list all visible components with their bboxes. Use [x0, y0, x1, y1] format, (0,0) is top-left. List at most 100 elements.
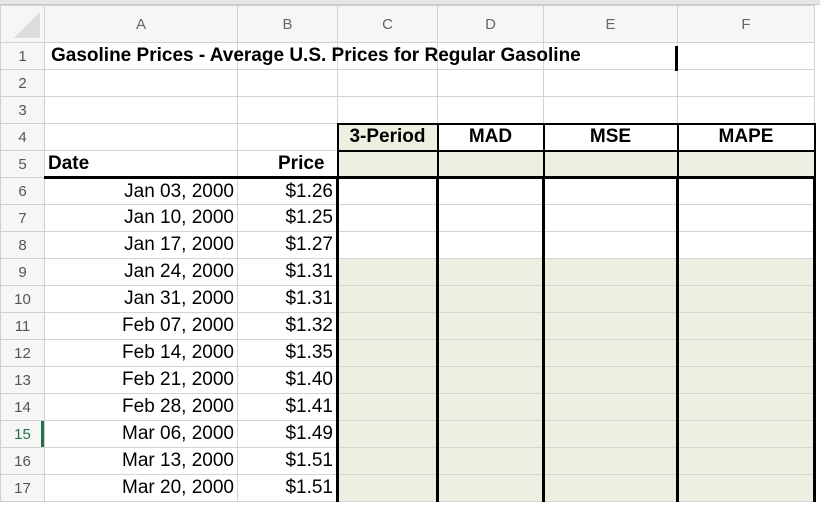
cell[interactable] — [677, 150, 816, 179]
cell[interactable] — [677, 69, 815, 97]
row-header[interactable]: 17 — [0, 474, 45, 502]
mape-cell[interactable] — [677, 285, 816, 313]
date-cell[interactable]: Feb 14, 2000 — [44, 339, 238, 367]
forecast-cell[interactable] — [337, 312, 439, 340]
price-cell[interactable]: $1.40 — [237, 366, 339, 394]
cell[interactable] — [237, 69, 338, 97]
date-cell[interactable]: Mar 13, 2000 — [44, 447, 238, 475]
mad-cell[interactable] — [437, 204, 545, 232]
mad-cell[interactable] — [437, 231, 545, 259]
mape-cell[interactable] — [677, 204, 816, 232]
header-mape[interactable]: MAPE — [677, 123, 816, 152]
mape-cell[interactable] — [677, 177, 816, 205]
mse-cell[interactable] — [543, 447, 679, 475]
header-mse[interactable]: MSE — [543, 123, 679, 152]
mse-cell[interactable] — [543, 312, 679, 340]
mse-cell[interactable] — [543, 258, 679, 286]
mad-cell[interactable] — [437, 285, 545, 313]
mape-cell[interactable] — [677, 312, 816, 340]
mape-cell[interactable] — [677, 231, 816, 259]
mad-cell[interactable] — [437, 447, 545, 475]
cell[interactable] — [237, 123, 339, 151]
row-header[interactable]: 15 — [0, 420, 45, 448]
forecast-cell[interactable] — [337, 393, 439, 421]
mse-cell[interactable] — [543, 420, 679, 448]
row-header[interactable]: 12 — [0, 339, 45, 367]
date-cell[interactable]: Feb 07, 2000 — [44, 312, 238, 340]
cell[interactable] — [543, 150, 679, 179]
date-cell[interactable]: Jan 31, 2000 — [44, 285, 238, 313]
price-cell[interactable]: $1.31 — [237, 285, 339, 313]
mape-cell[interactable] — [677, 366, 816, 394]
price-cell[interactable]: $1.31 — [237, 258, 339, 286]
mad-cell[interactable] — [437, 258, 545, 286]
header-date[interactable]: Date — [44, 150, 238, 179]
price-cell[interactable]: $1.32 — [237, 312, 339, 340]
mape-cell[interactable] — [677, 339, 816, 367]
column-header-e[interactable]: E — [543, 5, 678, 43]
cell[interactable] — [237, 96, 338, 124]
date-cell[interactable]: Jan 17, 2000 — [44, 231, 238, 259]
price-cell[interactable]: $1.27 — [237, 231, 339, 259]
mad-cell[interactable] — [437, 339, 545, 367]
mape-cell[interactable] — [677, 258, 816, 286]
price-cell[interactable]: $1.35 — [237, 339, 339, 367]
column-header-f[interactable]: F — [677, 5, 815, 43]
header-price[interactable]: Price — [237, 150, 339, 179]
date-cell[interactable]: Feb 28, 2000 — [44, 393, 238, 421]
forecast-cell[interactable] — [337, 258, 439, 286]
forecast-cell[interactable] — [337, 177, 439, 205]
row-header[interactable]: 2 — [0, 69, 45, 97]
mse-cell[interactable] — [543, 339, 679, 367]
mape-cell[interactable] — [677, 447, 816, 475]
price-cell[interactable]: $1.49 — [237, 420, 339, 448]
column-header-b[interactable]: B — [237, 5, 338, 43]
mse-cell[interactable] — [543, 366, 679, 394]
row-header[interactable]: 14 — [0, 393, 45, 421]
mse-cell[interactable] — [543, 285, 679, 313]
cell[interactable] — [437, 150, 545, 179]
row-header[interactable]: 3 — [0, 96, 45, 124]
row-header[interactable]: 1 — [0, 42, 45, 70]
cell[interactable] — [543, 42, 678, 70]
row-header[interactable]: 13 — [0, 366, 45, 394]
forecast-cell[interactable] — [337, 447, 439, 475]
forecast-cell[interactable] — [337, 231, 439, 259]
header-3-period[interactable]: 3-Period — [337, 123, 439, 152]
cell[interactable] — [437, 69, 544, 97]
date-cell[interactable]: Mar 20, 2000 — [44, 474, 238, 502]
select-all-button[interactable] — [0, 5, 45, 43]
cell[interactable] — [44, 69, 238, 97]
header-mad[interactable]: MAD — [437, 123, 545, 152]
forecast-cell[interactable] — [337, 366, 439, 394]
row-header[interactable]: 7 — [0, 204, 45, 232]
row-header[interactable]: 5 — [0, 150, 45, 178]
mse-cell[interactable] — [543, 231, 679, 259]
price-cell[interactable]: $1.51 — [237, 474, 339, 502]
mape-cell[interactable] — [677, 474, 816, 502]
mse-cell[interactable] — [543, 204, 679, 232]
mad-cell[interactable] — [437, 420, 545, 448]
mad-cell[interactable] — [437, 312, 545, 340]
row-header[interactable]: 10 — [0, 285, 45, 313]
column-header-c[interactable]: C — [337, 5, 438, 43]
cell[interactable] — [543, 96, 678, 125]
column-header-a[interactable]: A — [44, 5, 238, 43]
date-cell[interactable]: Jan 24, 2000 — [44, 258, 238, 286]
date-cell[interactable]: Mar 06, 2000 — [44, 420, 238, 448]
mad-cell[interactable] — [437, 474, 545, 502]
cell[interactable] — [543, 69, 678, 97]
mse-cell[interactable] — [543, 474, 679, 502]
row-header[interactable]: 16 — [0, 447, 45, 475]
sheet-title-cell[interactable]: Gasoline Prices - Average U.S. Prices fo… — [44, 42, 581, 70]
forecast-cell[interactable] — [337, 420, 439, 448]
cell[interactable] — [337, 96, 438, 125]
cell[interactable] — [337, 69, 438, 97]
row-header[interactable]: 9 — [0, 258, 45, 286]
price-cell[interactable]: $1.25 — [237, 204, 339, 232]
date-cell[interactable]: Jan 03, 2000 — [44, 177, 238, 205]
cell[interactable] — [677, 42, 815, 70]
forecast-cell[interactable] — [337, 285, 439, 313]
row-header[interactable]: 4 — [0, 123, 45, 151]
price-cell[interactable]: $1.41 — [237, 393, 339, 421]
